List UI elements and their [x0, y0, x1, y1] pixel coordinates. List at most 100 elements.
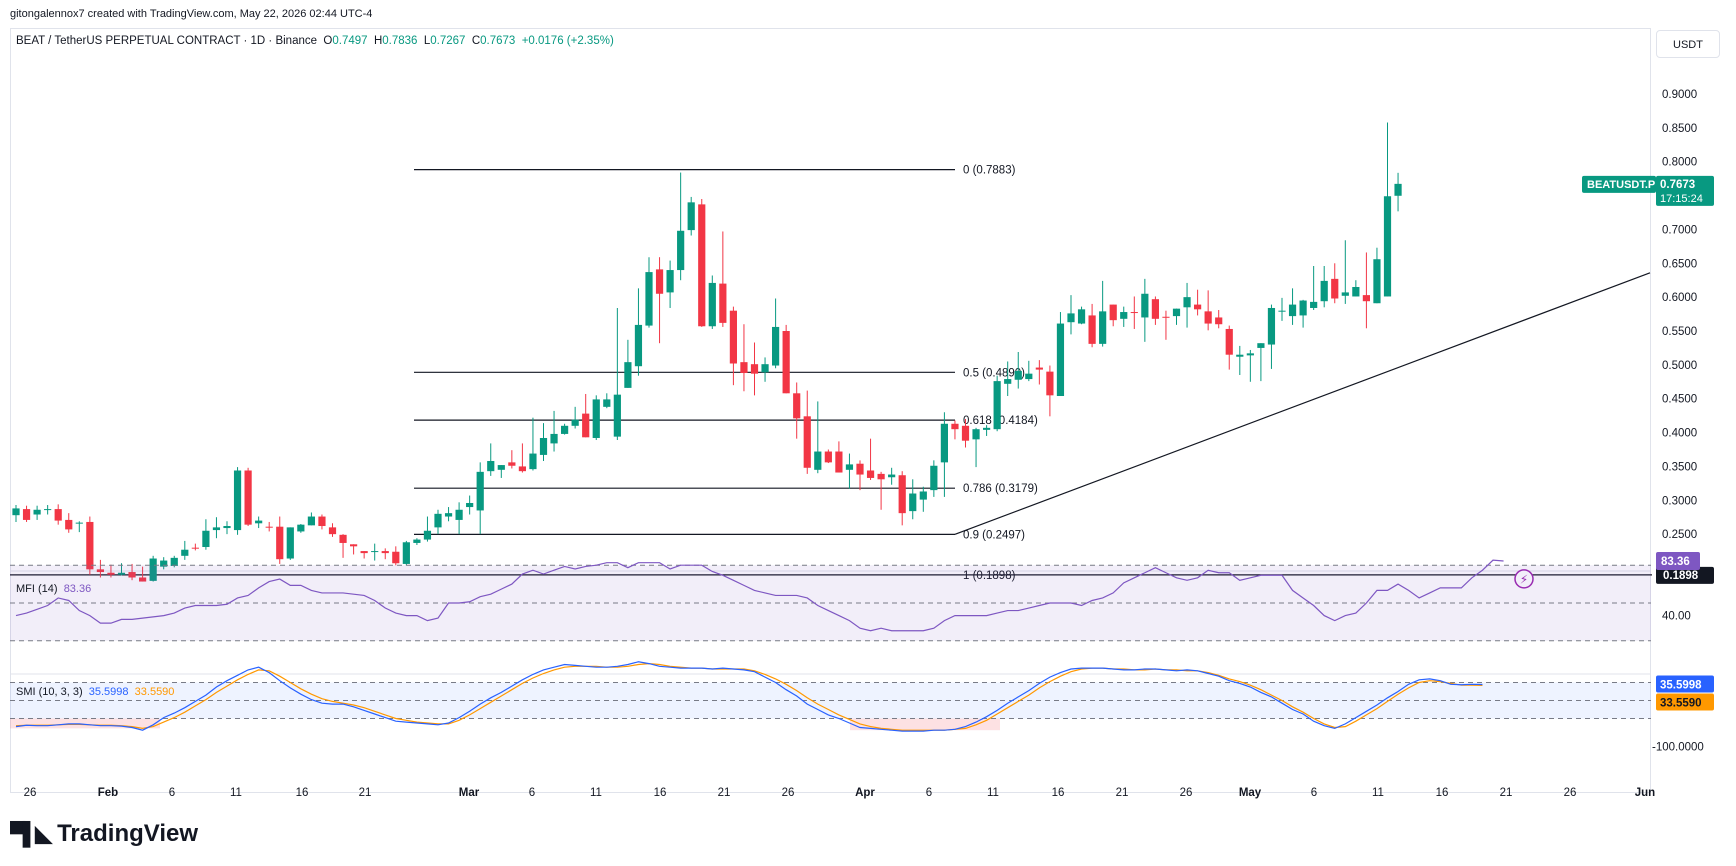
- candle-body: [1130, 312, 1138, 314]
- time-axis-label: Feb: [98, 787, 118, 799]
- time-axis-label: 26: [24, 787, 37, 799]
- candle-body: [1320, 280, 1328, 302]
- candle-body: [571, 419, 579, 426]
- symbol-badge: [1582, 175, 1656, 193]
- candle-body: [1077, 309, 1086, 324]
- candle-body: [1099, 311, 1107, 344]
- candle-body: [972, 429, 980, 440]
- candle-body: [634, 324, 643, 367]
- price-axis-label: 0.3000: [1662, 495, 1697, 507]
- close-value: 0.7673: [480, 35, 516, 47]
- mfi-value-badge: [1656, 551, 1700, 570]
- candle-body: [508, 462, 516, 466]
- low-level-text: 0.1898: [1663, 570, 1699, 582]
- candle-body: [286, 527, 294, 559]
- candle-body: [550, 433, 558, 444]
- mfi-value-badge-text: 83.36: [1661, 556, 1690, 568]
- trendline: [954, 272, 1651, 535]
- currency-button[interactable]: USDT: [1656, 30, 1720, 58]
- smi-legend: SMI (10, 3, 3) 35.5998 33.5590: [16, 686, 174, 698]
- smi-signal-badge: [1656, 693, 1714, 711]
- candle-body: [223, 526, 231, 529]
- candle-body: [12, 508, 20, 516]
- candle-body: [1194, 304, 1202, 310]
- candle-body: [539, 437, 548, 455]
- candle-body: [350, 544, 358, 547]
- candle-body: [1035, 367, 1043, 370]
- fib-level-label: 0 (0.7883): [963, 165, 1016, 177]
- candle-body: [951, 423, 959, 430]
- candle-body: [1225, 328, 1233, 355]
- candle-body: [603, 399, 611, 407]
- candle-body: [803, 416, 811, 468]
- candle-body: [983, 427, 991, 430]
- alert-icon: [1514, 569, 1534, 589]
- candle-body: [139, 577, 147, 582]
- symbol-legend: BEAT / TetherUS PERPETUAL CONTRACT · 1D …: [16, 35, 614, 47]
- smi-value-badge: [1656, 675, 1714, 693]
- time-axis-label: 16: [296, 787, 309, 799]
- candle-body: [1120, 312, 1128, 319]
- candle-body: [1067, 313, 1075, 323]
- candle-body: [371, 551, 379, 553]
- candle-body: [86, 521, 94, 570]
- candle-body: [107, 572, 115, 575]
- low-value: 0.7267: [430, 35, 466, 47]
- candle-body: [719, 283, 727, 323]
- candle-body: [1025, 373, 1033, 380]
- candle-body: [1172, 308, 1181, 317]
- time-axis-label: 16: [654, 787, 667, 799]
- time-axis-label: 6: [1311, 787, 1317, 799]
- price-axis-label: 0.8000: [1662, 157, 1697, 169]
- candle-body: [592, 399, 600, 438]
- smi-oversold-fill: [10, 718, 160, 729]
- symbol-badge-text: BEATUSDT.P: [1587, 179, 1655, 191]
- time-axis-label: 26: [1180, 787, 1193, 799]
- candle-body: [1246, 353, 1254, 356]
- candle-body: [993, 381, 1001, 430]
- candle-body: [1056, 323, 1065, 397]
- price-axis-label: 0.7000: [1662, 224, 1697, 236]
- time-axis-label: 11: [590, 787, 602, 799]
- candle-body: [307, 516, 315, 526]
- low-label: L: [423, 35, 431, 47]
- symbol-title[interactable]: BEAT / TetherUS PERPETUAL CONTRACT · 1D …: [16, 35, 318, 47]
- candle-body: [75, 522, 83, 524]
- price-axis-label: 0.4000: [1662, 428, 1697, 440]
- last-price-badge: [1656, 175, 1714, 206]
- chart-frame: [10, 28, 1651, 793]
- candle-body: [793, 393, 801, 419]
- candle-body: [655, 269, 664, 294]
- candle-body: [455, 509, 463, 520]
- countdown-text: 17:15:24: [1660, 193, 1703, 205]
- price-axis-label: 0.6500: [1662, 258, 1697, 270]
- candle-body: [1278, 310, 1286, 312]
- fib-level-label: 0.9 (0.2497): [963, 529, 1025, 541]
- author-credit: gitongalennox7 created with TradingView.…: [10, 8, 373, 20]
- price-axis-label: 0.6000: [1662, 292, 1697, 304]
- candle-body: [54, 509, 62, 521]
- candle-body: [740, 362, 748, 373]
- candle-body: [1310, 301, 1318, 308]
- candle-body: [940, 423, 948, 463]
- candle-body: [265, 526, 273, 528]
- candle-body: [898, 475, 906, 514]
- candle-body: [1288, 304, 1297, 317]
- time-axis-label: 26: [782, 787, 795, 799]
- candle-body: [149, 558, 157, 581]
- tradingview-logo[interactable]: ▀▌◣ TradingView: [10, 820, 198, 848]
- price-axis-label: 0.9000: [1662, 89, 1697, 101]
- candle-body: [233, 470, 242, 531]
- smi-axis-label: -100.0000: [1652, 742, 1704, 754]
- candle-body: [698, 204, 706, 327]
- candle-body: [1014, 370, 1022, 380]
- time-axis-label: 26: [1564, 787, 1577, 799]
- candle-body: [128, 572, 136, 578]
- candle-body: [961, 425, 970, 441]
- time-axis-label: Jun: [1635, 787, 1655, 799]
- price-axis-label: 0.5000: [1662, 360, 1697, 372]
- candle-body: [444, 513, 453, 517]
- candle-body: [318, 516, 326, 527]
- candle-body: [360, 551, 368, 554]
